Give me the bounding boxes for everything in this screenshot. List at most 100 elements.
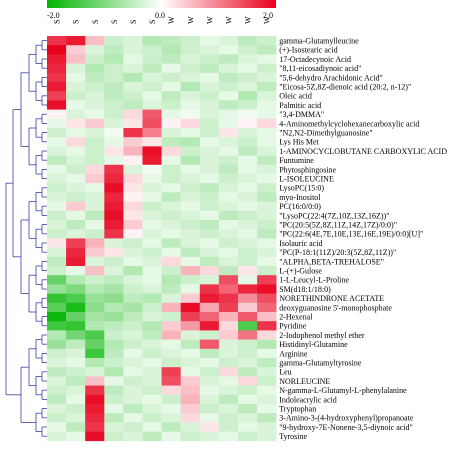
heatmap-cell [47,348,67,359]
heatmap-cell [161,192,181,202]
heatmap-cell [104,321,124,331]
column-label: S [72,20,81,24]
heatmap-cell [238,82,258,92]
heatmap-cell [66,339,86,350]
heatmap-cell [142,238,162,248]
heatmap-cell [142,385,162,396]
heatmap-cell [104,109,124,120]
heatmap-cell [104,155,124,166]
heatmap-cell [142,422,162,432]
row-label: 3-Amino-3-(4-hydroxyphenyl)propanoate [279,414,414,423]
heatmap-cell [66,164,86,175]
heatmap-cell [104,367,124,377]
heatmap-cell [257,367,277,377]
row-label: gamma-Glutamyltyrosine [279,359,362,368]
heatmap-cell [142,284,162,294]
heatmap-cell [257,155,277,166]
heatmap-cell [218,247,239,258]
color-scale-mid-label: 0.0 [155,11,165,20]
heatmap-cell [85,302,105,313]
heatmap-cell [161,174,181,184]
heatmap-cell [257,394,277,405]
column-label: S [129,20,138,24]
heatmap-cell [104,183,124,193]
heatmap-cell [85,146,105,156]
heatmap-cell [199,404,220,414]
heatmap-cell [104,137,124,147]
heatmap-cell [180,302,201,313]
heatmap-cell [199,137,220,147]
heatmap-cell [180,183,201,193]
heatmap-cell [142,367,162,377]
heatmap-cell [238,247,258,258]
heatmap-cell [123,348,143,359]
heatmap-cell [47,146,67,156]
heatmap-cell [123,321,143,331]
heatmap-cell [104,394,124,405]
heatmap-cell [85,367,105,377]
heatmap-cell [238,100,258,110]
heatmap-cell [123,431,143,442]
heatmap-cell [161,404,181,414]
heatmap-cell [104,164,124,175]
heatmap-cell [161,284,181,294]
heatmap-cell [180,330,201,340]
heatmap-cell [104,45,124,55]
heatmap-cell [142,404,162,414]
row-label: deoxyguanosine 5'-monophosphate [279,303,392,312]
row-label: "5,6-dehydro Arachidonic Acid" [279,73,383,82]
heatmap-cell [161,118,181,129]
heatmap-cell [142,302,162,313]
heatmap-cell [142,220,162,230]
heatmap-cell [257,330,277,340]
heatmap-cell [104,284,124,294]
heatmap-cell [66,91,86,101]
heatmap-cell [199,312,220,322]
heatmap-cell [142,348,162,359]
heatmap-cell [47,266,67,276]
heatmap-cell [142,256,162,267]
heatmap-cell [199,82,220,92]
heatmap-cell [104,431,124,442]
heatmap-cell [104,339,124,350]
heatmap-cell [257,100,277,110]
heatmap-cell [66,100,86,110]
heatmap-cell [161,63,181,74]
column-label: W [205,16,214,24]
heatmap-cell [180,128,201,138]
heatmap-cell [199,293,220,304]
heatmap-cell [180,174,201,184]
heatmap-cell [123,247,143,258]
row-label: Lys His Met [279,138,319,147]
heatmap-cell [123,330,143,340]
row-label: N-gamma-L-Glutamyl-L-phenylalanine [279,386,407,395]
heatmap-cell [199,109,220,120]
heatmap-cell [142,330,162,340]
heatmap-cell [238,367,258,377]
heatmap-cell [142,109,162,120]
heatmap-cell [218,275,239,285]
heatmap-cell [199,321,220,331]
row-label: NORLEUCINE [279,377,330,386]
heatmap-cell [161,321,181,331]
heatmap-cell [47,385,67,396]
heatmap-cell [85,404,105,414]
heatmap-cell [180,82,201,92]
heatmap-cell [180,266,201,276]
heatmap-cell [142,183,162,193]
heatmap-cell [123,100,143,110]
heatmap-cell [199,358,220,368]
heatmap-cell [257,312,277,322]
heatmap-cell [238,275,258,285]
heatmap-cell [199,385,220,396]
column-label: W [263,16,272,24]
heatmap-cell [257,91,277,101]
heatmap-cell [123,358,143,368]
heatmap-cell [238,220,258,230]
heatmap-cell [85,229,105,239]
heatmap-cell [142,247,162,258]
heatmap-cell [257,82,277,92]
heatmap-cell [47,118,67,129]
heatmap-cell [142,339,162,350]
